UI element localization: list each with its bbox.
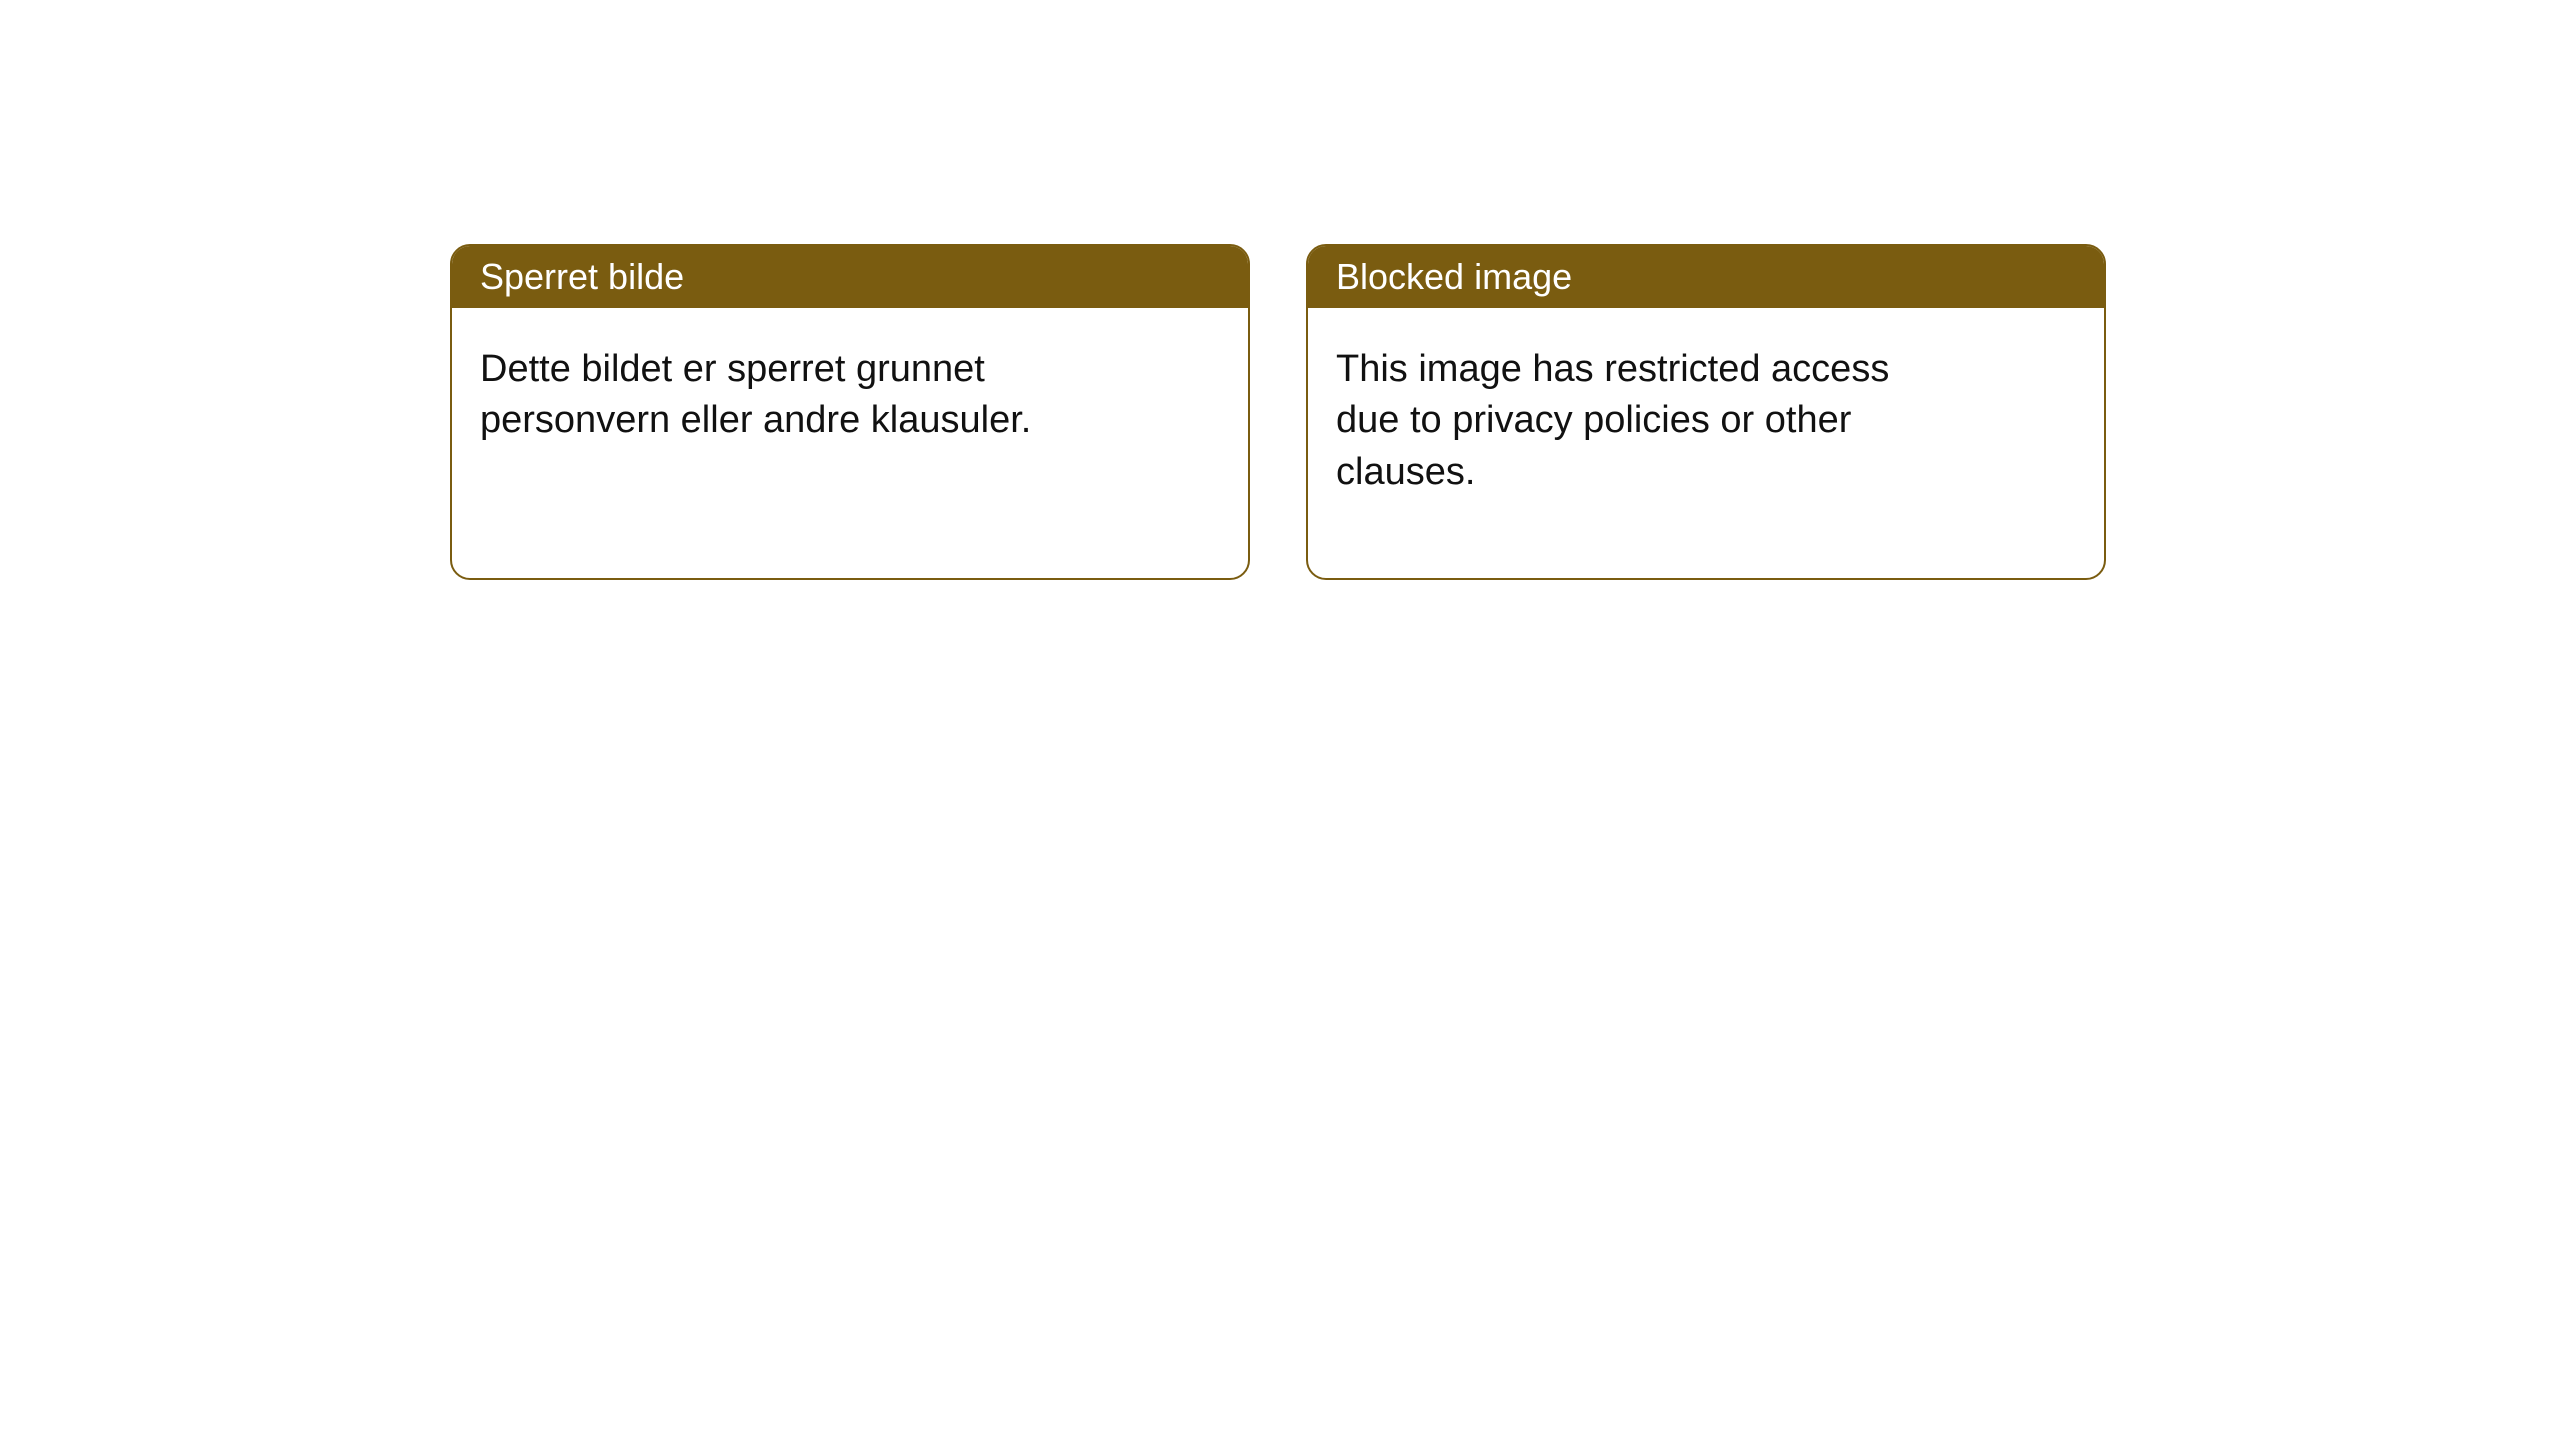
- notice-body-norwegian: Dette bildet er sperret grunnet personve…: [452, 308, 1132, 527]
- notice-container: Sperret bilde Dette bildet er sperret gr…: [0, 0, 2560, 580]
- notice-title-norwegian: Sperret bilde: [452, 246, 1248, 308]
- notice-body-english: This image has restricted access due to …: [1308, 308, 1988, 578]
- notice-card-norwegian: Sperret bilde Dette bildet er sperret gr…: [450, 244, 1250, 580]
- notice-title-english: Blocked image: [1308, 246, 2104, 308]
- notice-card-english: Blocked image This image has restricted …: [1306, 244, 2106, 580]
